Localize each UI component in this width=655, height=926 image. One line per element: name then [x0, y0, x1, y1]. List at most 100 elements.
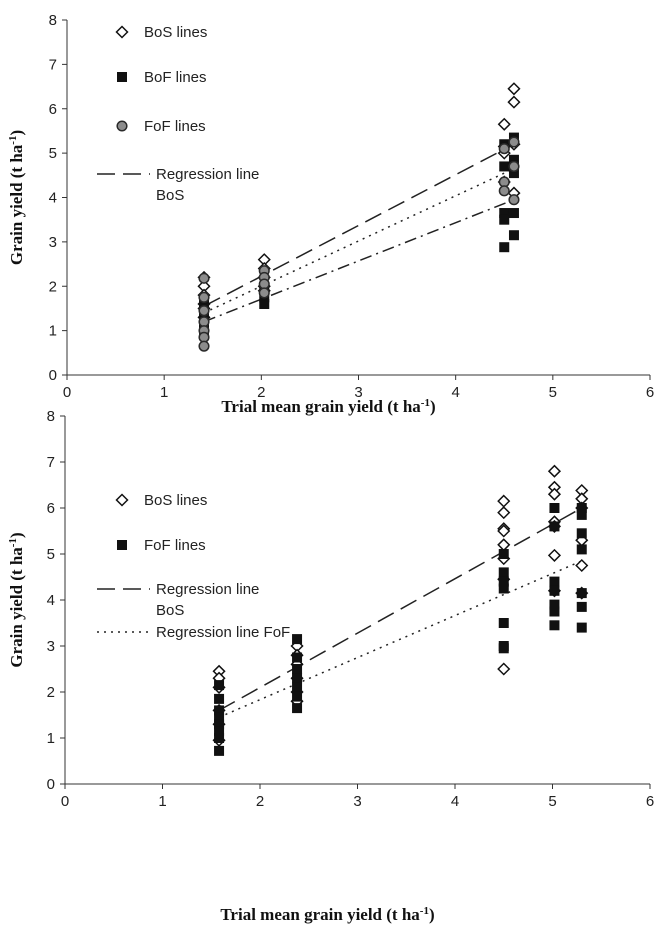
data-point-fof-lines — [198, 340, 210, 352]
data-point-fof-lines — [214, 726, 225, 737]
chart-2: 0 1 2 3 4 5 6 7 8 0 1 2 3 4 5 6 BoS lines FoF lines Regres… — [47, 408, 655, 810]
data-point-fof-lines — [292, 652, 303, 663]
x-tick-label: 5 — [549, 384, 557, 401]
data-point-fof-lines — [498, 618, 509, 628]
y-tick-label: 0 — [47, 776, 55, 793]
data-point-fof-lines — [549, 599, 560, 610]
data-point-fof-lines — [214, 719, 225, 730]
data-point-bof-lines — [508, 154, 519, 165]
data-point-bos-lines — [497, 117, 511, 131]
data-point-fof-lines — [549, 620, 560, 631]
regression-line-dotted — [203, 167, 515, 314]
legend-marker-bof-lines — [117, 72, 127, 82]
data-point-fof-lines — [292, 664, 303, 674]
data-point-fof-lines — [498, 643, 509, 654]
data-point-bof-lines — [499, 242, 510, 253]
x-tick-label: 2 — [257, 384, 265, 401]
data-point-fof-lines — [549, 521, 560, 532]
legend-marker-fof-lines — [116, 120, 128, 132]
y-tick-label: 2 — [49, 278, 57, 295]
y-tick-label: 6 — [49, 101, 57, 118]
data-point-fof-lines — [198, 272, 210, 284]
legend-label-bos-lines: BoS lines — [144, 492, 207, 509]
legend-label-regression-line: Regression line — [156, 166, 259, 183]
y-tick-label: 1 — [49, 323, 57, 340]
y-tick-label: 5 — [47, 546, 55, 563]
legend-marker-bos-lines — [115, 25, 129, 39]
data-point-fof-lines — [498, 549, 509, 559]
data-point-fof-lines — [498, 143, 510, 155]
data-point-bof-lines — [508, 208, 519, 219]
legend-label-regression-line-continued: BoS — [156, 187, 184, 204]
legend-label-bos-lines: BoS lines — [144, 24, 207, 41]
y-tick-label: 4 — [49, 190, 57, 207]
regression-line-dashed — [218, 507, 583, 712]
x-axis-title: Trial mean grain yield (t ha-1) — [221, 397, 435, 416]
x-tick-label: 4 — [451, 384, 459, 401]
data-point-bos-lines — [547, 464, 562, 478]
data-point-bos-lines — [497, 538, 511, 552]
data-point-bos-lines — [575, 558, 589, 573]
y-tick-label: 7 — [49, 56, 57, 73]
data-point-fof-lines — [576, 528, 587, 539]
y-tick-label: 4 — [47, 592, 55, 609]
legend-marker-fof-lines — [117, 540, 127, 550]
data-point-bos-lines — [547, 548, 562, 562]
x-axis-title: Trial mean grain yield (t ha-1) — [220, 905, 434, 924]
data-point-fof-lines — [214, 680, 225, 691]
x-tick-label: 1 — [158, 793, 166, 810]
y-tick-label: 8 — [49, 12, 57, 29]
x-tick-label: 3 — [353, 793, 361, 810]
data-point-fof-lines — [498, 185, 510, 197]
legend-label-regression-line: Regression line — [156, 581, 259, 598]
data-point-fof-lines — [549, 576, 560, 587]
data-point-fof-lines — [214, 712, 225, 723]
y-tick-label: 1 — [47, 730, 55, 747]
data-point-bos-lines — [497, 662, 511, 676]
y-tick-label: 0 — [49, 367, 57, 384]
data-point-fof-lines — [498, 583, 509, 594]
data-point-fof-lines — [292, 703, 303, 714]
data-point-fof-lines — [258, 287, 270, 299]
data-point-bof-lines — [499, 214, 510, 225]
data-point-fof-lines — [498, 567, 509, 578]
y-axis-title: Grain yield (t ha-1) — [7, 130, 26, 265]
legend-label-bof-lines: BoF lines — [144, 69, 207, 86]
y-tick-label: 5 — [49, 145, 57, 162]
data-point-fof-lines — [292, 634, 303, 645]
legend-label-fof-lines: FoF lines — [144, 537, 206, 554]
data-point-fof-lines — [508, 160, 520, 172]
data-point-bos-lines — [497, 524, 511, 538]
x-tick-label: 5 — [548, 793, 556, 810]
x-tick-label: 2 — [256, 793, 264, 810]
y-tick-label: 3 — [49, 234, 57, 251]
y-tick-label: 3 — [47, 638, 55, 655]
data-point-fof-lines — [198, 305, 210, 317]
x-tick-label: 6 — [646, 384, 654, 401]
data-point-bof-lines — [508, 230, 519, 241]
data-point-fof-lines — [292, 682, 303, 693]
legend-marker-bos-lines — [115, 493, 129, 507]
data-point-fof-lines — [292, 673, 303, 684]
regression-line-dashdot — [203, 199, 515, 323]
data-point-fof-lines — [508, 136, 520, 148]
legend-label-fof-lines: FoF lines — [144, 118, 206, 135]
x-tick-label: 1 — [160, 384, 168, 401]
legend-label-regression-line-continued: BoS — [156, 602, 184, 619]
data-point-fof-lines — [576, 509, 587, 520]
data-point-fof-lines — [576, 622, 587, 633]
regression-line-dashed — [203, 143, 515, 307]
data-point-fof-lines — [292, 691, 303, 702]
y-tick-label: 8 — [47, 408, 55, 425]
data-point-bos-lines — [497, 494, 511, 508]
data-point-bos-lines — [507, 95, 521, 109]
data-point-bos-lines — [507, 82, 521, 96]
data-point-bos-lines — [547, 487, 562, 501]
y-tick-label: 7 — [47, 454, 55, 471]
data-point-fof-lines — [214, 733, 225, 743]
data-point-fof-lines — [576, 588, 587, 599]
data-point-fof-lines — [214, 745, 225, 756]
chart-1: 0 1 2 3 4 5 6 7 8 0 1 2 3 4 5 6 BoS lines BoF lines FoF li… — [49, 12, 655, 401]
x-tick-label: 0 — [63, 384, 71, 401]
